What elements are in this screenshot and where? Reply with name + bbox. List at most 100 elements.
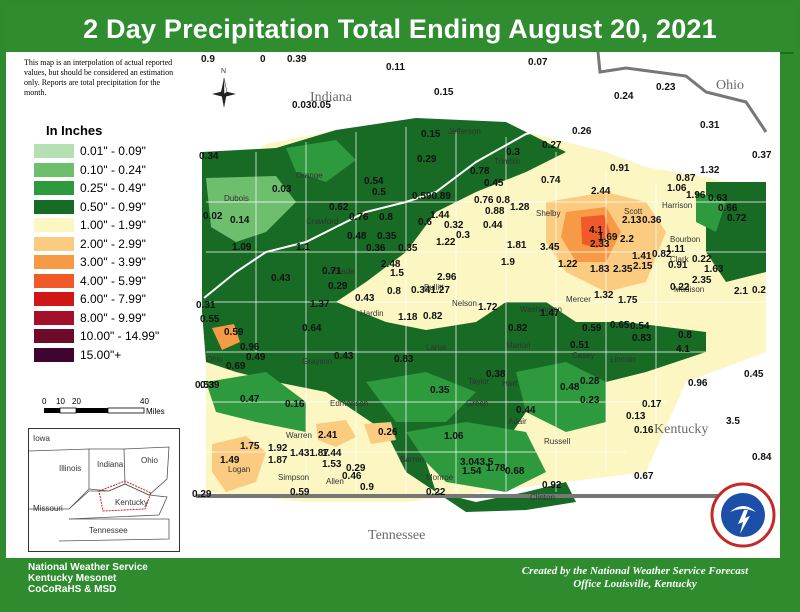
precip-value: 0.29: [328, 281, 348, 292]
precip-value: 0.37: [752, 150, 772, 161]
footer-credits: National Weather Service Kentucky Mesone…: [28, 562, 148, 595]
precip-value: 0.54: [364, 176, 384, 187]
place-label: Shelby: [536, 209, 561, 218]
scale-tick: 40: [140, 397, 149, 406]
precip-value: 0.2: [752, 285, 766, 296]
place-label: Scott: [624, 207, 643, 216]
place-label: Monroe: [426, 473, 454, 482]
precip-value: 1.28: [510, 202, 530, 213]
precip-value: 1.44: [322, 448, 342, 459]
precip-value: 0.83: [394, 354, 414, 365]
place-label: Green: [466, 399, 489, 408]
precip-value: 0.45: [484, 178, 504, 189]
precip-value: 0.15: [421, 129, 441, 140]
legend-label: 0.10" - 0.24": [80, 162, 146, 177]
precip-value: 0.22: [670, 282, 690, 293]
precip-value: 2.35: [613, 264, 633, 275]
precip-value: 0.47: [240, 394, 260, 405]
legend-label: 10.00" - 14.99": [80, 329, 160, 343]
legend-swatch: [34, 329, 74, 343]
precip-value: 1.1: [296, 242, 310, 253]
place-label: Adair: [508, 417, 527, 426]
precip-value: 0.17: [642, 399, 662, 410]
place-label: Hardin: [360, 309, 384, 318]
legend-label: 8.00" - 9.99": [80, 310, 146, 325]
precip-value: 0.16: [634, 425, 654, 436]
precip-value: 0.66: [718, 203, 738, 214]
precip-value: 2.41: [318, 430, 338, 441]
precip-value: 0.23: [580, 395, 600, 406]
precip-value: 0.55: [200, 314, 220, 325]
state-label-kentucky: Kentucky: [654, 422, 709, 437]
precip-value: 0.22: [692, 254, 712, 265]
place-label: Trimble: [494, 157, 521, 166]
precip-value: 0.23: [656, 82, 676, 93]
precip-value: 0.82: [423, 311, 443, 322]
precip-value: 1.11: [666, 244, 685, 255]
precip-value: 0.84: [752, 452, 772, 463]
place-label: Larue: [426, 343, 447, 352]
precip-value: 1.83: [590, 264, 610, 275]
precip-value: 1.06: [667, 183, 687, 194]
place-label: Washington: [520, 305, 562, 314]
precip-value: 1.41: [632, 251, 652, 262]
legend-swatch: [34, 199, 74, 214]
place-label: Casey: [572, 351, 595, 360]
legend-label: 15.00"+: [80, 347, 122, 362]
precip-value: 0.36: [642, 215, 662, 226]
place-label: Meade: [330, 267, 355, 276]
precip-value: 0.35: [377, 231, 397, 242]
precip-value: 0.45: [744, 369, 764, 380]
state-label-indiana: Indiana: [310, 90, 352, 105]
precip-value: 0.22: [426, 487, 446, 498]
precip-value: 0.8: [678, 330, 692, 341]
map-note: This map is an interpolation of actual r…: [24, 58, 174, 97]
legend-swatch: [34, 218, 74, 232]
precip-value: 0.31: [700, 120, 720, 131]
place-label: Marion: [506, 341, 531, 350]
precip-value: 1.72: [478, 302, 498, 313]
place-label: Crawford: [306, 217, 339, 226]
region-green-nw: [206, 176, 296, 242]
precip-value: 0.88: [485, 206, 505, 217]
precip-value: 0.02: [203, 211, 223, 222]
place-label: Madison: [674, 285, 705, 294]
footer-line: National Weather Service: [28, 562, 148, 573]
precip-value: 0.28: [580, 376, 600, 387]
legend-swatch: [34, 162, 74, 177]
precip-value: 0.29: [192, 489, 212, 500]
precip-value: 0.65: [610, 320, 630, 331]
precip-value: 0.35: [430, 385, 450, 396]
legend-label: 2.00" - 2.99": [80, 236, 146, 251]
precip-value: 1.78: [486, 463, 506, 474]
precip-value: 0.3: [506, 147, 520, 158]
precip-value: 1.32: [700, 165, 720, 176]
legend-label: 1.00" - 1.99": [80, 218, 146, 232]
precip-value: 0.71: [322, 266, 342, 277]
state-label-ohio: Ohio: [716, 78, 744, 93]
county-lines: [206, 127, 766, 492]
precip-value: 0.9: [360, 482, 374, 493]
inset-map-graphic: [29, 446, 170, 542]
precip-value: 1.69: [598, 232, 618, 243]
precip-value: 0.11: [386, 62, 405, 73]
place-label: Clark: [670, 255, 689, 264]
precip-value: 3.043.5: [460, 457, 494, 468]
precip-value: 2.1: [734, 286, 748, 297]
precip-value: 1.44: [430, 210, 450, 221]
precip-value: 0.07: [528, 57, 548, 68]
footer-line: Office Louisville, Kentucky: [573, 578, 697, 590]
region-dark-green: [202, 118, 706, 512]
precip-value: 0.82: [508, 323, 528, 334]
scale-tick: 20: [72, 397, 81, 406]
footer-line: CoCoRaHS & MSD: [28, 584, 117, 595]
legend-label: 3.00" - 3.99": [80, 255, 146, 269]
region-green-n: [286, 140, 356, 182]
region-green-s: [406, 422, 546, 492]
precip-value: 1.06: [444, 431, 464, 442]
place-label: Dubois: [224, 194, 249, 203]
precip-value: 0.32: [444, 220, 464, 231]
inset-label: Tennessee: [89, 526, 128, 535]
precip-value: 0.54: [630, 321, 650, 332]
place-label: Logan: [228, 465, 251, 474]
